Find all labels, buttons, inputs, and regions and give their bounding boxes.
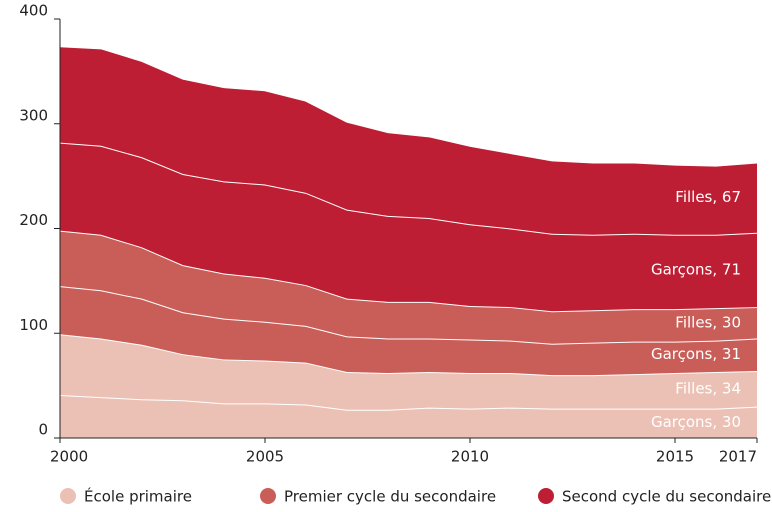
end-label: Garçons, 31 bbox=[651, 345, 741, 363]
x-tick-label: 2010 bbox=[451, 448, 489, 466]
area bbox=[60, 142, 757, 312]
y-tick-label: 100 bbox=[19, 316, 48, 334]
y-tick-label: 300 bbox=[19, 106, 48, 124]
x-tick-label: 2015 bbox=[656, 448, 694, 466]
x-tick-label: 2017 bbox=[719, 448, 757, 466]
end-label: Filles, 67 bbox=[675, 188, 741, 206]
end-label: Filles, 30 bbox=[675, 313, 741, 331]
y-tick-label: 0 bbox=[38, 421, 48, 439]
end-label: Garçons, 30 bbox=[651, 413, 741, 431]
legend-swatch bbox=[260, 488, 276, 504]
y-tick-label: 200 bbox=[19, 211, 48, 229]
legend-label: Second cycle du secondaire bbox=[562, 488, 771, 506]
legend-swatch bbox=[60, 488, 76, 504]
area bbox=[60, 286, 757, 376]
end-label: Filles, 34 bbox=[675, 379, 741, 397]
area bbox=[60, 46, 757, 235]
area bbox=[60, 230, 757, 344]
boundary-line bbox=[59, 45, 758, 167]
legend-swatch bbox=[538, 488, 554, 504]
legend-label: École primaire bbox=[84, 487, 192, 506]
x-tick-label: 2000 bbox=[50, 448, 88, 466]
end-label: Garçons, 71 bbox=[651, 260, 741, 278]
y-tick-label: 400 bbox=[19, 2, 48, 20]
area bbox=[60, 395, 757, 438]
area bbox=[60, 334, 757, 410]
x-tick-label: 2005 bbox=[246, 448, 284, 466]
legend-label: Premier cycle du secondaire bbox=[284, 488, 496, 506]
